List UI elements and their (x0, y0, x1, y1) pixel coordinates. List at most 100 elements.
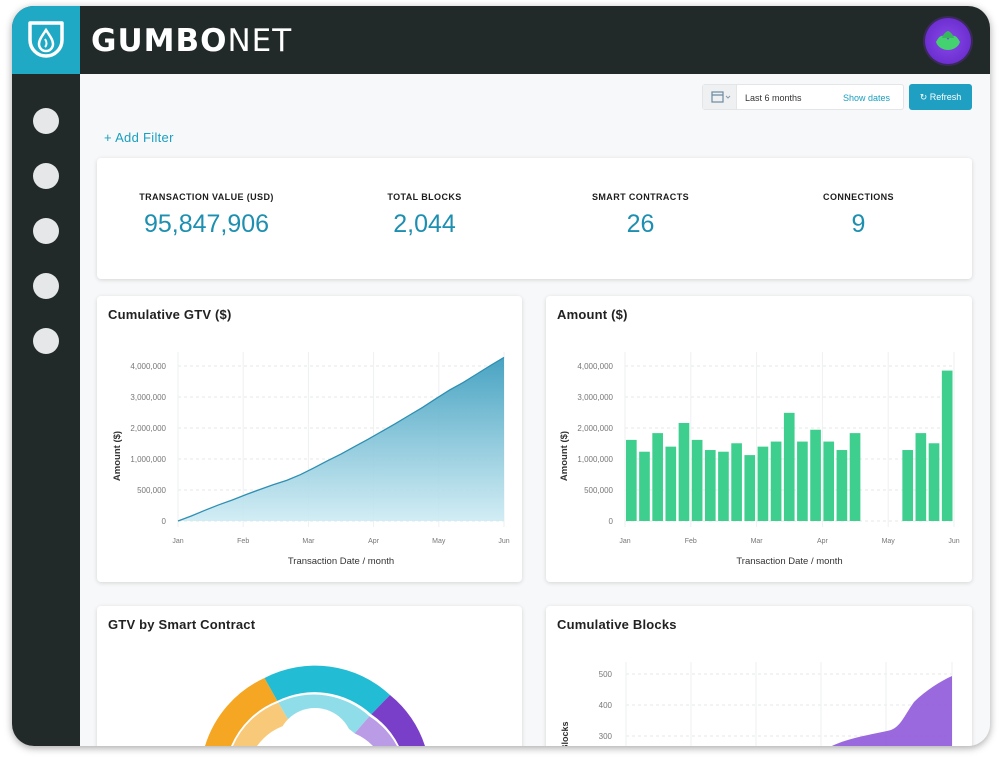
logo[interactable] (12, 6, 80, 74)
sidebar-item-1[interactable] (33, 108, 59, 134)
bar (639, 451, 650, 521)
refresh-button[interactable]: ↻ Refresh (909, 84, 972, 110)
y-tick-label: 0 (609, 517, 614, 526)
add-filter-button[interactable]: + Add Filter (104, 130, 174, 145)
show-dates-link[interactable]: Show dates (843, 93, 891, 103)
blocks-area (831, 676, 952, 746)
pie-center (277, 708, 353, 746)
kpi-value: 2,044 (393, 210, 456, 238)
date-range-label: Last 6 months (745, 93, 802, 103)
x-tick-label: Mar (302, 538, 315, 545)
brand-bold: GUMBO (91, 23, 228, 59)
sidebar-item-3[interactable] (33, 218, 59, 244)
gtv-by-contract-chart (205, 665, 425, 746)
bar (836, 450, 848, 521)
bar (797, 441, 808, 521)
x-axis-label: Transaction Date / month (288, 556, 394, 567)
calendar-button[interactable] (703, 85, 737, 109)
card-title: GTV by Smart Contract (108, 617, 256, 632)
cumulative-blocks-chart: 500 400 300 Blocks (560, 662, 953, 746)
card-title: Amount ($) (557, 307, 628, 322)
slice-cyan (264, 665, 390, 715)
bar (718, 451, 729, 521)
x-axis-label: Transaction Date / month (736, 556, 842, 567)
bar (783, 412, 795, 521)
x-tick-label: Jan (172, 538, 183, 545)
inner-slice-purple (354, 716, 397, 746)
brand-light: NET (227, 23, 293, 59)
y-tick-label: 3,000,000 (130, 393, 166, 402)
bar (849, 433, 861, 521)
y-tick-label: 1,000,000 (130, 455, 166, 464)
brand-name: GUMBONET (91, 23, 292, 59)
avatar[interactable] (925, 18, 971, 64)
y-tick-label: 2,000,000 (577, 424, 613, 433)
bar (915, 433, 927, 521)
x-tick-label: Mar (751, 538, 764, 545)
x-tick-label: Jun (948, 538, 959, 545)
bar (823, 441, 835, 521)
sidebar-item-4[interactable] (33, 273, 59, 299)
main-content: Last 6 months Show dates ↻ Refresh + Add… (80, 74, 990, 746)
bar (757, 446, 769, 521)
kpi-label: TRANSACTION VALUE (USD) (139, 192, 274, 202)
y-tick-label: 3,000,000 (577, 393, 613, 402)
kpi-label: TOTAL BLOCKS (387, 192, 462, 202)
x-tick-label: May (882, 538, 896, 545)
x-tick-label: Apr (817, 538, 829, 545)
bar (902, 450, 914, 521)
card-title: Cumulative Blocks (557, 617, 677, 632)
y-tick: 300 (599, 732, 613, 741)
refresh-icon: ↻ (919, 92, 930, 102)
sidebar-item-5[interactable] (33, 328, 59, 354)
cumulative-blocks-card: Cumulative Blocks 500 400 300 Blocks (546, 606, 972, 746)
bar (678, 422, 690, 521)
x-tick-label: Jun (498, 538, 509, 545)
kpi-value: 9 (851, 210, 866, 238)
bar (665, 446, 677, 521)
sidebar (12, 74, 80, 746)
bar (928, 443, 940, 521)
y-tick-label: 500,000 (137, 486, 166, 495)
kpi-value: 95,847,906 (143, 210, 270, 238)
sidebar-item-2[interactable] (33, 163, 59, 189)
amount-chart: 0 500,000 1,000,000 2,000,000 3,000,000 4,000… (559, 352, 960, 567)
y-tick-label: 4,000,000 (577, 362, 613, 371)
gtv-line (177, 356, 505, 522)
x-tick-label: Apr (368, 538, 380, 545)
kpi-card: TRANSACTION VALUE (USD) 95,847,906 TOTAL… (97, 158, 972, 279)
x-tick-label: Jan (619, 538, 630, 545)
gtv-by-contract-card: GTV by Smart Contract (97, 606, 522, 746)
kpi-label: CONNECTIONS (823, 192, 894, 202)
slice-purple (371, 695, 425, 746)
bar (652, 433, 663, 521)
kpi-value: 26 (626, 210, 655, 238)
x-tick-label: May (432, 538, 446, 545)
kpi-label: SMART CONTRACTS (592, 192, 689, 202)
top-bar: GUMBONET (12, 6, 990, 74)
bar (731, 443, 742, 521)
bar (770, 441, 782, 521)
y-tick-label: 1,000,000 (577, 455, 613, 464)
cumulative-gtv-chart: 0 500,000 1,000,000 2,000,000 3,000,000 4,000… (112, 352, 510, 567)
lotus-icon (936, 31, 960, 50)
refresh-label: Refresh (929, 92, 962, 102)
bar (744, 455, 756, 521)
amount-card: Amount ($) 0 500,000 1,000,000 2,000,000 3,0… (546, 296, 972, 582)
x-tick-label: Feb (685, 538, 697, 545)
drop-logo-icon (28, 21, 64, 58)
y-axis-label: Amount ($) (559, 431, 570, 481)
date-range-picker[interactable]: Last 6 months Show dates (702, 84, 904, 110)
y-axis-label: Blocks (560, 721, 570, 746)
x-tick-label: Feb (237, 538, 249, 545)
slice-orange (205, 678, 278, 746)
card-title: Cumulative GTV ($) (108, 307, 232, 322)
y-axis-label: Amount ($) (112, 431, 123, 481)
y-tick: 400 (599, 701, 613, 710)
bar (810, 429, 821, 521)
inner-slice-orange (233, 702, 291, 746)
y-tick-label: 4,000,000 (130, 362, 166, 371)
gtv-area (178, 357, 504, 521)
calendar-icon (711, 91, 731, 103)
bar (691, 439, 703, 521)
